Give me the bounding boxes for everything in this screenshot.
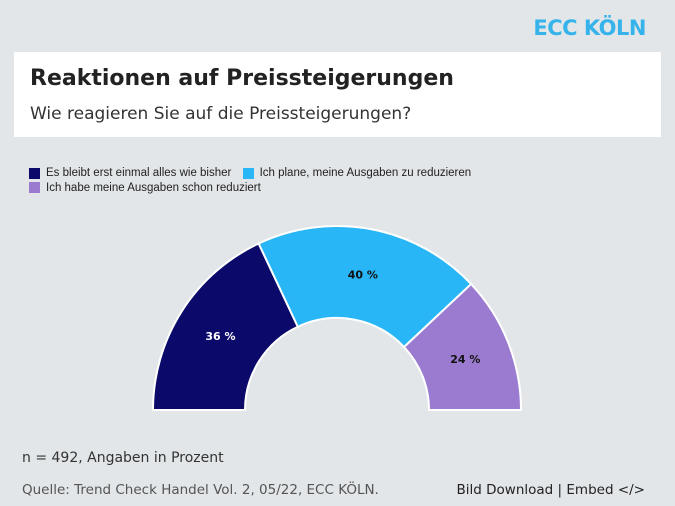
slice-label-2: 24 % [450,353,480,366]
download-link[interactable]: Bild Download [456,482,554,498]
link-separator: | [557,482,563,498]
legend-label: Ich plane, meine Ausgaben zu reduzieren [259,167,472,179]
slice-label-0: 36 % [205,330,235,343]
slice-2 [402,282,523,411]
legend: Es bleibt erst einmal alles wie bisher I… [29,167,529,196]
legend-swatch [29,182,40,193]
brand-logo: ECC KÖLN [533,16,646,40]
legend-item: Es bleibt erst einmal alles wie bisher [29,167,231,179]
legend-swatch [29,167,40,179]
slice-label-1: 40 % [348,268,378,281]
legend-label: Ich habe meine Ausgaben schon reduziert [46,181,261,194]
chart-subtitle: Wie reagieren Sie auf die Preissteigerun… [30,104,412,124]
slice-1 [257,225,473,349]
legend-label: Es bleibt erst einmal alles wie bisher [46,167,232,179]
header-card: Reaktionen auf Preissteigerungen Wie rea… [14,52,661,137]
legend-item: Ich plane, meine Ausgaben zu reduzieren [242,167,472,179]
legend-item: Ich habe meine Ausgaben schon reduziert [29,182,261,194]
footer-links: Bild Download | Embed </> [457,482,645,498]
sample-note: n = 492, Angaben in Prozent [22,450,224,466]
chart-title: Reaktionen auf Preissteigerungen [30,66,454,91]
embed-link[interactable]: Embed </> [566,482,645,498]
legend-swatch [242,167,254,179]
slice-0 [151,242,300,411]
source-text: Quelle: Trend Check Handel Vol. 2, 05/22… [22,482,379,498]
